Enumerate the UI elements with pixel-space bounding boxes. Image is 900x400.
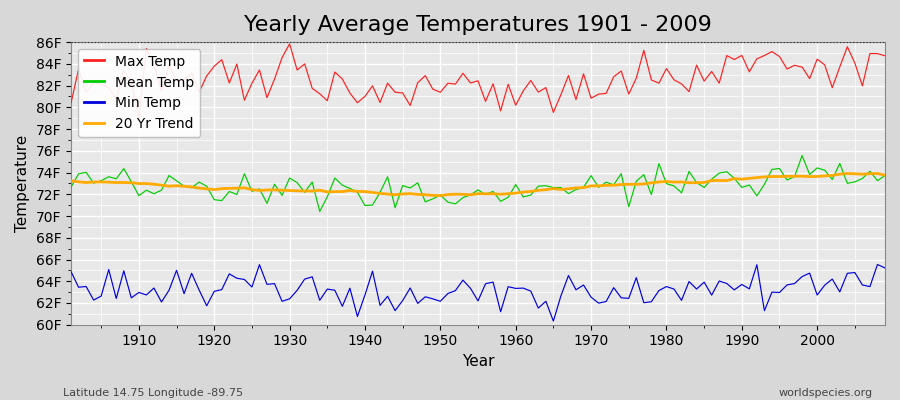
Legend: Max Temp, Mean Temp, Min Temp, 20 Yr Trend: Max Temp, Mean Temp, Min Temp, 20 Yr Tre… bbox=[78, 49, 201, 137]
Y-axis label: Temperature: Temperature bbox=[15, 135, 30, 232]
X-axis label: Year: Year bbox=[462, 354, 494, 369]
Text: worldspecies.org: worldspecies.org bbox=[778, 388, 873, 398]
Title: Yearly Average Temperatures 1901 - 2009: Yearly Average Temperatures 1901 - 2009 bbox=[244, 15, 712, 35]
Text: Latitude 14.75 Longitude -89.75: Latitude 14.75 Longitude -89.75 bbox=[63, 388, 243, 398]
